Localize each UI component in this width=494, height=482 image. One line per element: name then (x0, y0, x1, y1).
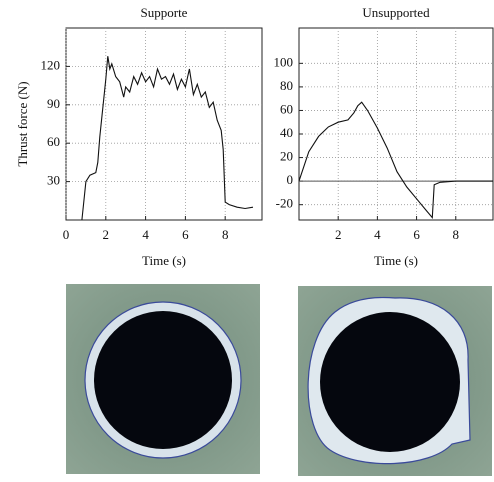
y-axis-label: Thrust force (N) (15, 81, 30, 166)
x-axis-label: Time (s) (142, 253, 186, 268)
plot-frame (65, 27, 263, 221)
x-tick-label: 8 (222, 227, 229, 242)
x-tick-label: 0 (63, 227, 70, 242)
photo-unsupported (298, 286, 492, 476)
y-tick-label: 20 (280, 149, 293, 164)
y-tick-label: 100 (274, 54, 294, 69)
y-tick-label: 60 (280, 101, 293, 116)
y-tick-label: 120 (41, 57, 61, 72)
chart-title: Unsupported (362, 5, 430, 20)
y-tick-label: 30 (47, 173, 60, 188)
x-tick-label: 6 (182, 227, 189, 242)
y-tick-label: 40 (280, 125, 293, 140)
data-line (298, 101, 493, 220)
plot-frame (298, 27, 494, 221)
x-tick-label: 2 (103, 227, 110, 242)
data-line (81, 56, 254, 221)
photo-supported (66, 284, 260, 474)
y-tick-label: 0 (287, 172, 294, 187)
y-tick-label: 90 (47, 96, 60, 111)
x-tick-label: 6 (413, 227, 420, 242)
chart-title: Supporte (141, 5, 188, 20)
hole (320, 312, 460, 452)
x-tick-label: 2 (335, 227, 342, 242)
x-tick-label: 4 (142, 227, 149, 242)
hole (94, 311, 232, 449)
y-tick-label: 60 (47, 134, 60, 149)
y-tick-label: -20 (276, 196, 293, 211)
y-tick-label: 80 (280, 78, 293, 93)
x-tick-label: 4 (374, 227, 381, 242)
x-axis-label: Time (s) (374, 253, 418, 268)
x-tick-label: 8 (453, 227, 460, 242)
